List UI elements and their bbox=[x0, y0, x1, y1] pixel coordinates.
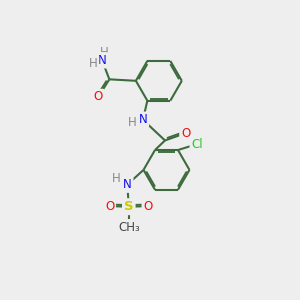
Text: O: O bbox=[105, 200, 114, 213]
Text: H: H bbox=[112, 172, 121, 184]
Text: H: H bbox=[100, 46, 109, 59]
Text: N: N bbox=[98, 54, 106, 67]
Text: O: O bbox=[94, 91, 103, 103]
Text: Cl: Cl bbox=[191, 138, 203, 151]
Text: S: S bbox=[124, 200, 134, 213]
Text: H: H bbox=[128, 116, 137, 129]
Text: N: N bbox=[139, 113, 147, 126]
Text: N: N bbox=[123, 178, 132, 191]
Text: H: H bbox=[89, 57, 98, 70]
Text: CH₃: CH₃ bbox=[118, 221, 140, 234]
Text: O: O bbox=[181, 127, 190, 140]
Text: O: O bbox=[143, 200, 153, 213]
